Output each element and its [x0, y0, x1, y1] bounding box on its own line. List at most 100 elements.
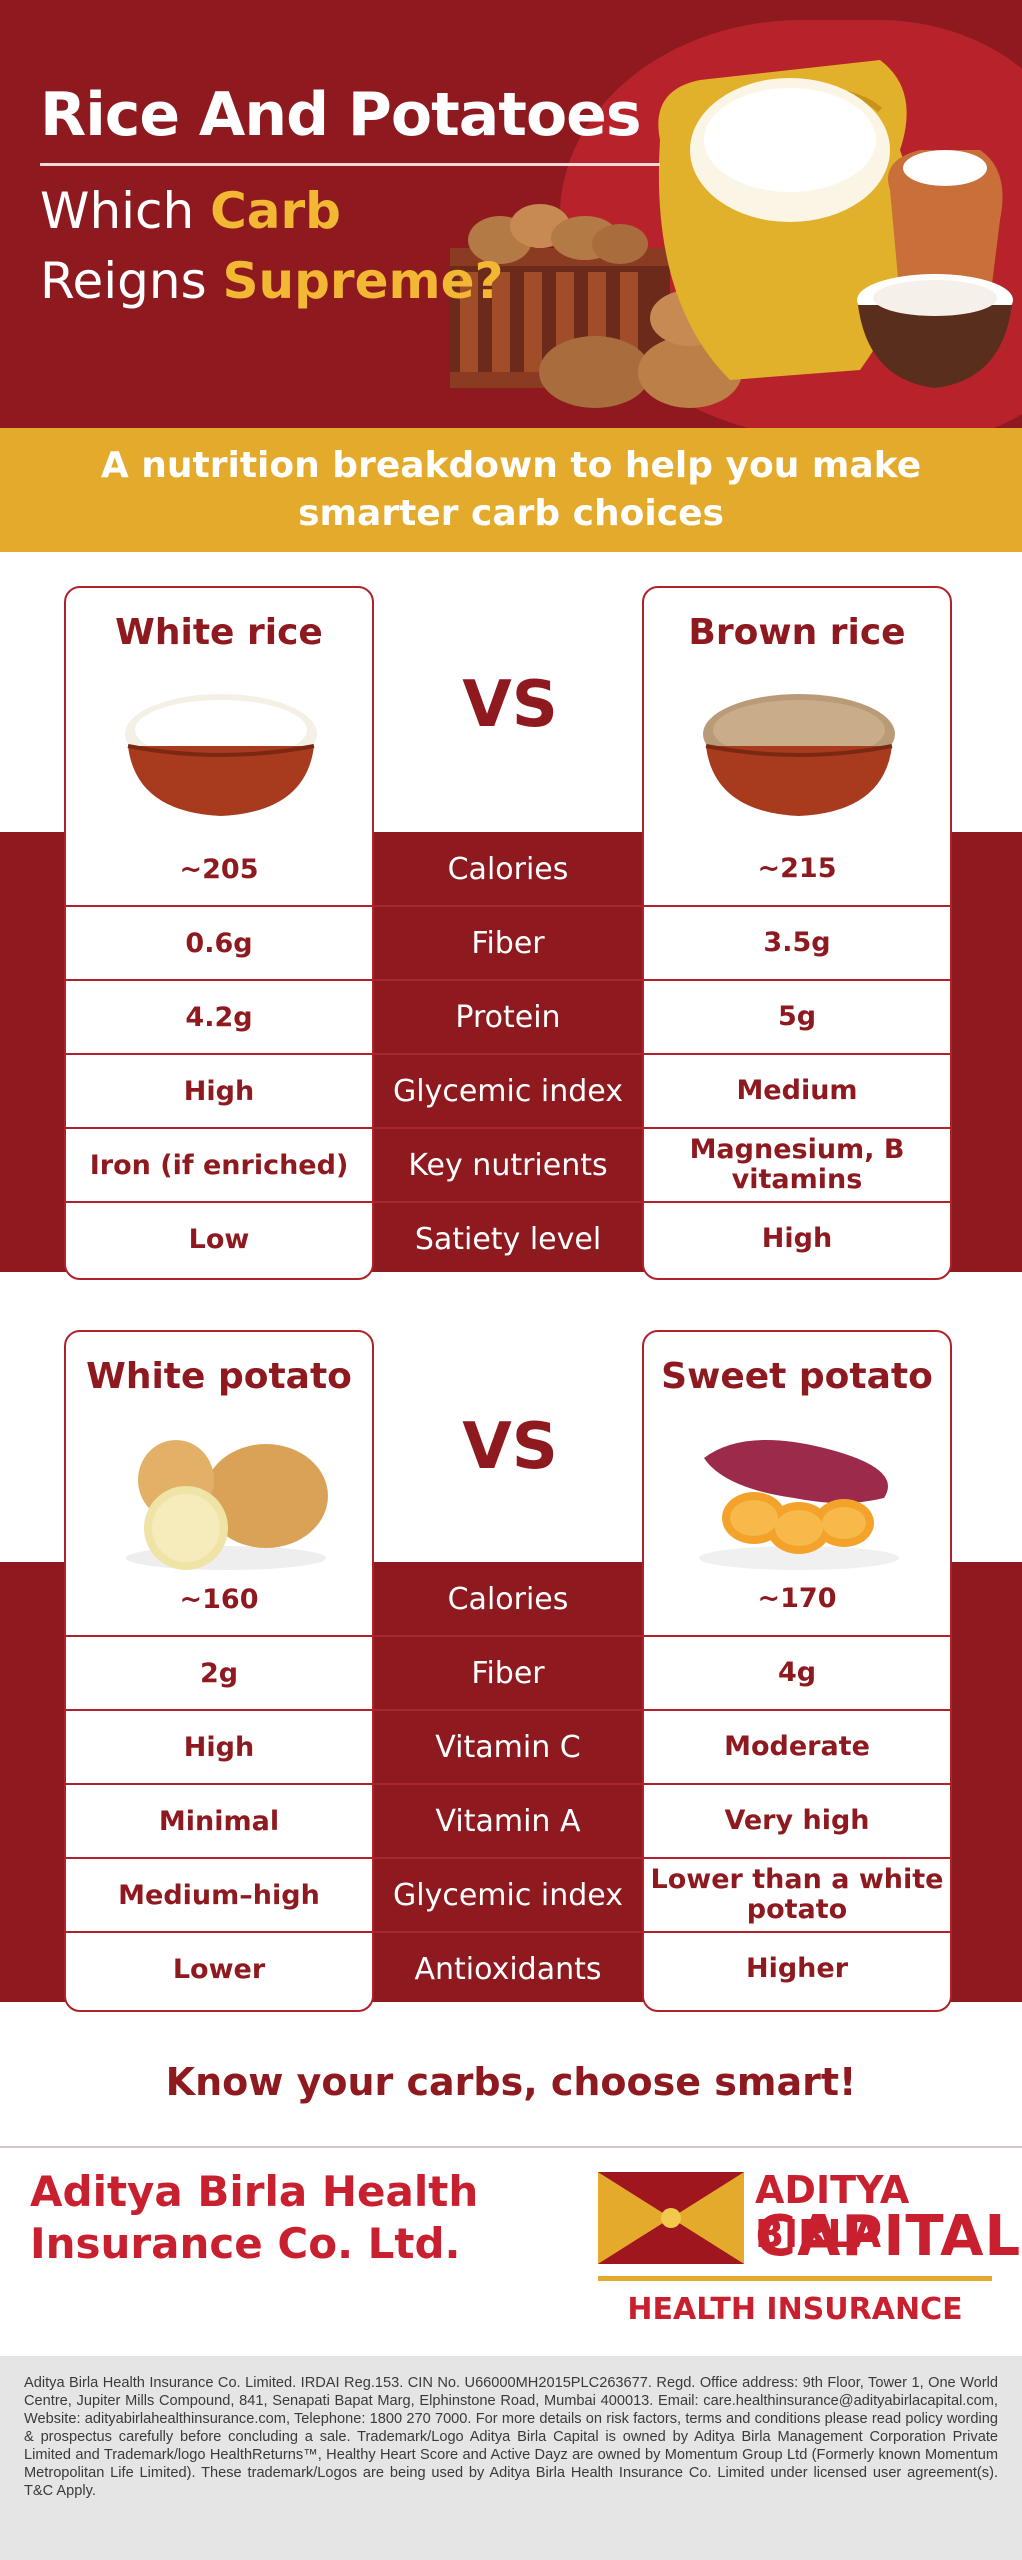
- rice-metric-label: Protein: [455, 999, 561, 1035]
- brown-rice-title: Brown rice: [688, 612, 906, 653]
- rice-right-value: Magnesium, B vitamins: [689, 1134, 905, 1195]
- potato-left-value: ~160: [179, 1583, 259, 1615]
- row-divider: [644, 1783, 950, 1785]
- rice-right-value: 3.5g: [763, 927, 831, 958]
- disclaimer-text: Aditya Birla Health Insurance Co. Limite…: [24, 2375, 998, 2499]
- row-divider: [66, 1053, 372, 1055]
- potato-metric-label: Antioxidants: [414, 1951, 602, 1987]
- sweet-potato-title: Sweet potato: [661, 1356, 933, 1397]
- potato-right-value: Moderate: [724, 1731, 870, 1762]
- row-divider: [644, 1857, 950, 1859]
- row-divider: [644, 1635, 950, 1637]
- row-divider: [66, 905, 372, 907]
- rice-bowl-icon: [857, 274, 1013, 388]
- potato-metric-label: Vitamin A: [435, 1803, 581, 1839]
- row-divider: [374, 905, 642, 907]
- row-divider: [374, 1127, 642, 1129]
- sweet-potato-icon: [699, 1440, 899, 1570]
- row-divider: [644, 1053, 950, 1055]
- page-title: Rice And Potatoes: [40, 80, 642, 150]
- row-divider: [644, 905, 950, 907]
- row-divider: [644, 1931, 950, 1933]
- potato-right-value: ~170: [757, 1583, 837, 1614]
- potato-right-value: Lower than a white potato: [650, 1864, 944, 1925]
- rice-metric-label: Fiber: [471, 925, 545, 961]
- rice-metric-label: Key nutrients: [408, 1147, 608, 1183]
- sweet-potato-card: Sweet potato: [642, 1330, 952, 2012]
- cta-divider: [0, 2146, 1022, 2148]
- row-divider: [374, 1931, 642, 1933]
- row-divider: [374, 1857, 642, 1859]
- rice-right-value: High: [761, 1223, 833, 1254]
- potato-right-value: Higher: [745, 1953, 849, 1984]
- potato-right-value: Very high: [724, 1805, 870, 1836]
- row-divider: [374, 1635, 642, 1637]
- potato-metric-label: Calories: [447, 1581, 569, 1617]
- intro-banner: A nutrition breakdown to help you make s…: [0, 428, 1022, 552]
- logo-divider: [598, 2276, 992, 2281]
- potato-left-value: Lower: [172, 1953, 266, 1985]
- row-divider: [644, 1709, 950, 1711]
- potato-left-value: 2g: [199, 1657, 239, 1689]
- rice-metric-label: Satiety level: [414, 1221, 602, 1257]
- white-rice-card: White rice: [64, 586, 374, 1280]
- row-divider: [644, 1127, 950, 1129]
- row-divider: [66, 1709, 372, 1711]
- white-rice-title: White rice: [115, 612, 323, 653]
- rice-left-value: High: [183, 1075, 255, 1107]
- rice-left-value: Iron (if enriched): [89, 1149, 349, 1181]
- row-divider: [66, 1635, 372, 1637]
- potato-metric-label: Vitamin C: [435, 1729, 581, 1765]
- potato-left-value: Medium–high: [118, 1879, 320, 1911]
- company-name: Aditya Birla Health Insurance Co. Ltd.: [30, 2167, 479, 2268]
- logo-text-capital: CAPITAL: [755, 2204, 1022, 2269]
- banner-text: A nutrition breakdown to help you make s…: [100, 445, 922, 534]
- aditya-birla-logo-icon: [598, 2172, 744, 2264]
- row-divider: [66, 1201, 372, 1203]
- potato-metric-label: Glycemic index: [393, 1877, 623, 1913]
- rice-vs-label: VS: [462, 668, 558, 742]
- rice-potato-illustration: [450, 60, 1013, 408]
- disclaimer-box: Aditya Birla Health Insurance Co. Limite…: [0, 2356, 1022, 2560]
- cta-text: Know your carbs, choose smart!: [165, 2060, 857, 2104]
- row-divider: [374, 1783, 642, 1785]
- brown-rice-card: Brown rice: [642, 586, 952, 1280]
- rice-right-value: 5g: [777, 1001, 817, 1032]
- rice-left-value: Low: [188, 1223, 250, 1255]
- rice-right-value: Medium: [736, 1075, 858, 1106]
- row-divider: [644, 979, 950, 981]
- potato-right-value: 4g: [777, 1657, 817, 1688]
- title-divider: [40, 163, 660, 166]
- rice-left-value: 4.2g: [185, 1001, 253, 1033]
- row-divider: [374, 1053, 642, 1055]
- logo-text-health-insurance: HEALTH INSURANCE: [627, 2292, 963, 2327]
- white-potato-icon: [126, 1440, 328, 1570]
- white-potato-title: White potato: [86, 1356, 352, 1397]
- rice-sack-icon: [658, 60, 914, 380]
- subtitle-line-1: Which Carb: [40, 182, 341, 240]
- rice-metric-label: Glycemic index: [393, 1073, 623, 1109]
- row-divider: [644, 1201, 950, 1203]
- potato-vs-label: VS: [462, 1410, 558, 1484]
- row-divider: [374, 1709, 642, 1711]
- row-divider: [66, 979, 372, 981]
- small-sack-icon: [888, 150, 1003, 300]
- rice-right-value: ~215: [757, 853, 837, 884]
- white-rice-bowl-icon: [125, 694, 317, 816]
- row-divider: [374, 979, 642, 981]
- rice-left-value: 0.6g: [185, 927, 253, 959]
- row-divider: [66, 1857, 372, 1859]
- potato-left-value: Minimal: [158, 1805, 280, 1837]
- potato-left-value: High: [183, 1731, 255, 1763]
- row-divider: [374, 1201, 642, 1203]
- hero-header: Rice And Potatoes Which Carb Reigns Supr…: [0, 0, 1022, 428]
- rice-metric-label: Calories: [447, 851, 569, 887]
- subtitle-line-2: Reigns Supreme?: [40, 252, 504, 310]
- row-divider: [66, 1931, 372, 1933]
- row-divider: [66, 1127, 372, 1129]
- row-divider: [66, 1783, 372, 1785]
- white-potato-card: White potato: [64, 1330, 374, 2012]
- rice-left-value: ~205: [179, 853, 259, 885]
- logo-text-aditya-birla: ADITYA BIRLA: [755, 2168, 910, 2256]
- potato-metric-label: Fiber: [471, 1655, 545, 1691]
